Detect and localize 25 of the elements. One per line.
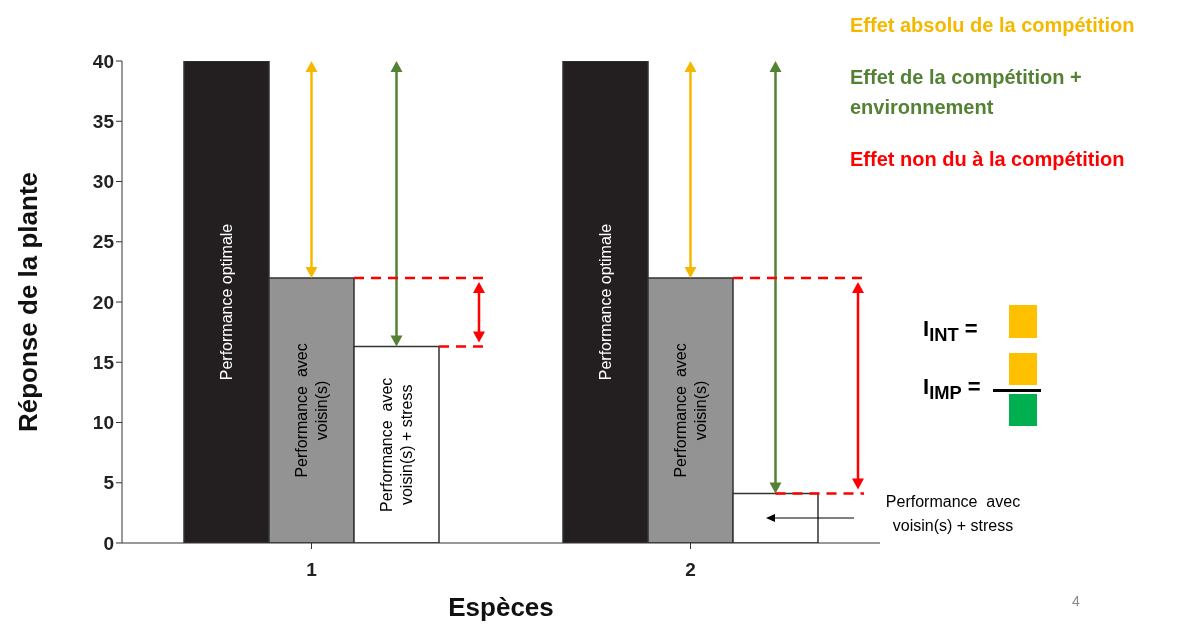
y-tick-label: 15	[92, 351, 115, 373]
x-axis-title: Espèces	[448, 592, 554, 622]
series-label: Performance optimale	[217, 223, 235, 381]
y-axis-title: Réponse de la plante	[13, 171, 44, 433]
y-tick-label: 35	[92, 111, 115, 132]
x-tick-label: 1	[306, 559, 318, 581]
text: Performance avec voisin(s) + stress	[885, 493, 1021, 535]
y-tick-label: 5	[103, 472, 115, 494]
text: Performance avec voisin(s)	[671, 343, 709, 478]
series-label: Performance avec voisin(s) + stress	[377, 377, 415, 512]
text: 4	[1072, 593, 1080, 609]
y-tick-label: 20	[92, 291, 114, 313]
text: Effet absolu de la compétition	[850, 13, 1136, 38]
y-tick-label: 25	[92, 231, 115, 253]
text: Performance optimale	[596, 223, 614, 381]
text: I$_{INT}$ =	[923, 316, 978, 347]
annotation: Effet non du à la compétition	[850, 147, 1126, 172]
y-tick-label: 0	[103, 532, 114, 554]
text: I$_{IMP}$ =	[923, 374, 981, 405]
y-tick-label: 30	[92, 171, 114, 193]
y-tick-label: 40	[92, 50, 114, 72]
x-tick-label: 2	[685, 559, 696, 581]
annotation: Effet de la compétition + environnement	[850, 65, 1083, 120]
series-label: Performance avec voisin(s)	[292, 343, 330, 478]
y-tick-label: 10	[92, 412, 114, 434]
